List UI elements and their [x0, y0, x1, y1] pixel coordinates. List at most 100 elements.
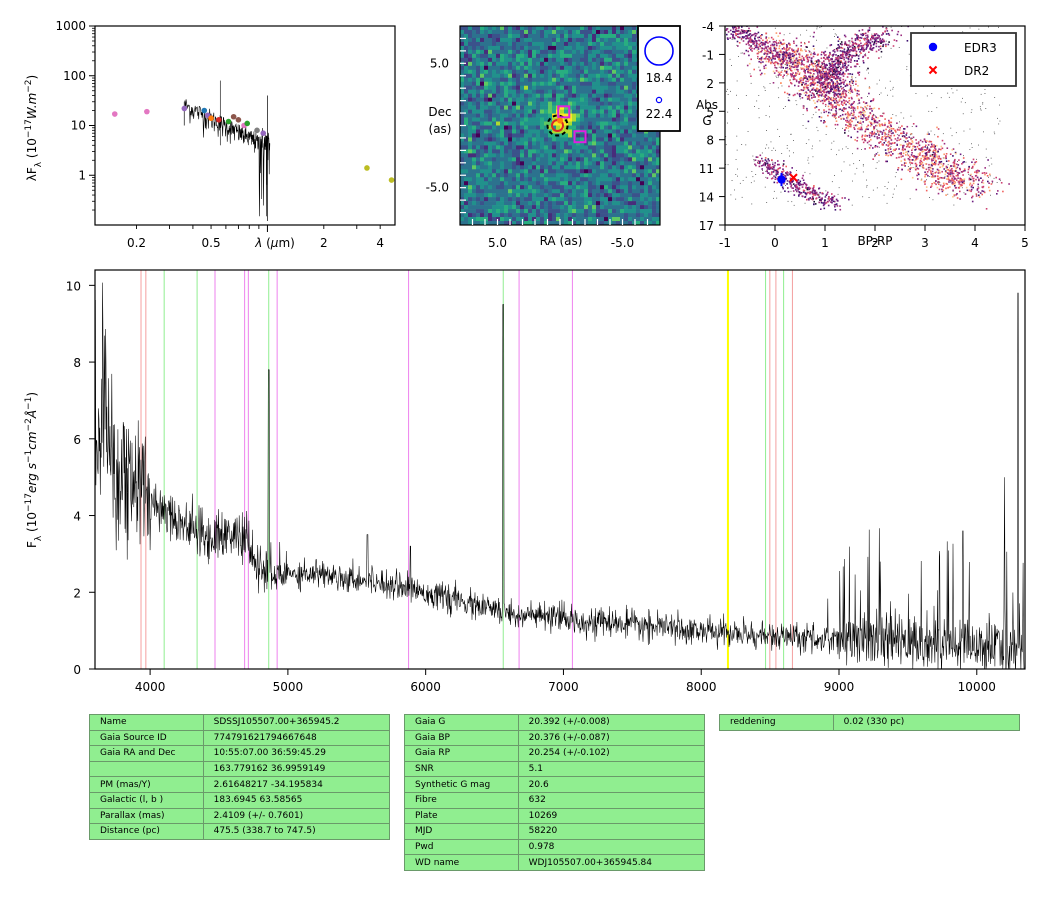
image-pixel: [576, 193, 581, 198]
hrd-density-point: [860, 113, 862, 116]
hrd-density-point: [757, 52, 759, 55]
image-pixel: [640, 185, 645, 190]
image-pixel: [544, 121, 549, 126]
image-pixel: [472, 77, 477, 83]
image-pixel: [476, 61, 481, 67]
image-pixel: [564, 125, 569, 130]
hrd-density-point: [857, 98, 860, 100]
hrd-density-point: [823, 67, 825, 70]
hrd-density-point: [877, 41, 880, 43]
hrd-density-point: [794, 73, 796, 76]
hrd-density-point: [847, 58, 850, 61]
hrd-density-point: [840, 60, 842, 62]
hrd-density-point: [872, 35, 874, 38]
image-pixel: [628, 161, 633, 166]
hrd-density-point: [924, 173, 927, 176]
hrd-density-point: [845, 107, 847, 110]
hrd-density-point: [794, 84, 796, 87]
image-pixel: [468, 49, 473, 55]
hrd-density-point: [847, 46, 849, 49]
hrd-density-point: [846, 76, 849, 78]
image-pixel: [596, 221, 601, 225]
image-pixel: [508, 193, 513, 198]
image-pixel: [472, 26, 477, 31]
hrd-density-point: [897, 137, 899, 139]
image-pixel: [508, 61, 513, 67]
image-pixel: [524, 177, 529, 182]
hrd-density-point: [873, 128, 875, 131]
hrd-density-point: [855, 80, 857, 83]
image-pixel: [464, 165, 469, 170]
image-pixel: [592, 209, 597, 214]
hrd-density-point: [800, 81, 803, 84]
image-pixel: [596, 41, 601, 47]
image-pixel: [656, 205, 660, 210]
hrd-density-point: [885, 33, 888, 35]
image-pixel: [576, 65, 581, 71]
legend-large-circle-icon: [644, 36, 674, 66]
image-pixel: [484, 133, 489, 138]
image-pixel: [564, 177, 569, 182]
image-pixel: [556, 57, 561, 63]
image-pixel: [468, 145, 473, 150]
image-ytick-label: -5.0: [426, 181, 449, 195]
image-pixel: [544, 49, 549, 55]
image-pixel: [576, 57, 581, 63]
image-pixel: [516, 157, 521, 162]
hrd-density-point: [910, 167, 912, 169]
hrd-density-point: [981, 190, 983, 192]
image-pixel: [608, 149, 613, 154]
hrd-density-point: [889, 147, 891, 149]
image-pixel: [492, 73, 497, 79]
hrd-density-point: [810, 68, 812, 71]
image-pixel: [480, 37, 485, 43]
hrd-density-point: [783, 42, 785, 45]
image-pixel: [628, 189, 633, 194]
image-pixel: [508, 145, 513, 150]
image-pixel: [504, 121, 509, 126]
image-pixel: [492, 173, 497, 178]
image-pixel: [592, 137, 597, 142]
hrd-density-point: [834, 93, 837, 96]
hrd-density-point: [1000, 182, 1003, 184]
image-pixel: [584, 185, 589, 190]
hrd-density-point: [802, 86, 805, 88]
image-pixel: [464, 45, 469, 51]
hrd-density-point: [846, 121, 848, 123]
image-pixel: [480, 65, 485, 71]
hrd-density-point: [826, 68, 829, 71]
hrd-density-point: [904, 159, 906, 162]
image-pixel: [568, 37, 573, 43]
image-pixel: [576, 41, 581, 47]
hrd-density-point: [945, 194, 947, 196]
hrd-density-point: [862, 113, 865, 115]
image-pixel: [544, 37, 549, 43]
hrd-density-point: [970, 190, 972, 193]
image-pixel: [472, 57, 477, 63]
image-pixel: [560, 129, 565, 134]
image-pixel: [484, 145, 489, 150]
hrd-density-point: [845, 100, 847, 102]
hrd-density-point: [850, 96, 853, 99]
hrd-density-point: [899, 152, 901, 155]
image-pixel: [488, 37, 493, 43]
hrd-density-point: [860, 97, 863, 99]
hrd-density-point: [883, 39, 885, 42]
image-pixel: [636, 153, 641, 158]
hrd-density-point: [932, 163, 935, 165]
hrd-density-point: [787, 99, 790, 102]
image-pixel: [620, 177, 625, 182]
hrd-density-point: [806, 107, 808, 110]
hrd-density-point: [846, 54, 849, 56]
image-pixel: [524, 41, 529, 47]
image-pixel: [552, 157, 557, 162]
hrd-density-point: [878, 154, 880, 156]
hrd-density-point: [908, 146, 911, 148]
hrd-density-point: [820, 116, 823, 119]
hrd-density-point: [846, 49, 849, 52]
image-pixel: [616, 205, 621, 210]
image-pixel: [476, 145, 481, 150]
hrd-density-point: [798, 73, 801, 75]
image-pixel: [548, 217, 553, 222]
image-pixel: [464, 221, 469, 225]
